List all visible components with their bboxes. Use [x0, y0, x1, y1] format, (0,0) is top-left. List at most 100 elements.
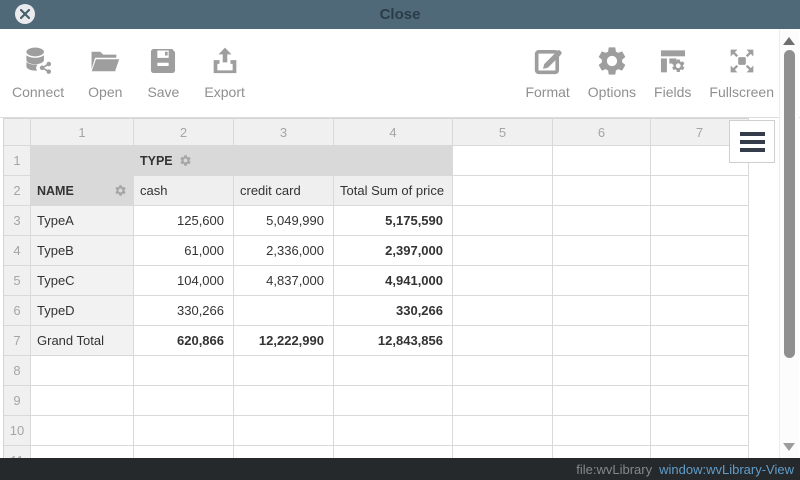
- close-button[interactable]: [15, 4, 35, 24]
- empty-cell: [334, 446, 453, 458]
- empty-cell: [453, 146, 553, 176]
- column-header-3: 3: [234, 119, 334, 146]
- empty-cell: [651, 446, 749, 458]
- data-cell-total[interactable]: 330,266: [334, 296, 453, 326]
- grand-total-label-cell[interactable]: Grand Total: [31, 326, 134, 356]
- row-label-cell[interactable]: TypeC: [31, 266, 134, 296]
- export-tray-icon: [213, 47, 236, 74]
- row-label-cell[interactable]: TypeB: [31, 236, 134, 266]
- field-settings-icon[interactable]: [179, 154, 192, 167]
- empty-cell: [31, 416, 134, 446]
- field-settings-icon[interactable]: [114, 184, 127, 197]
- fullscreen-label: Fullscreen: [709, 84, 774, 100]
- empty-cell: [134, 386, 234, 416]
- data-cell[interactable]: 61,000: [134, 236, 234, 266]
- fields-button[interactable]: Fields: [654, 44, 691, 100]
- edit-square-icon: [534, 49, 562, 75]
- measure-header-cash[interactable]: cash: [134, 176, 234, 206]
- empty-cell: [31, 386, 134, 416]
- empty-cell: [234, 386, 334, 416]
- data-cell[interactable]: 2,336,000: [234, 236, 334, 266]
- options-button[interactable]: Options: [588, 44, 636, 100]
- row-field-label: NAME: [37, 183, 74, 198]
- empty-cell: [453, 386, 553, 416]
- pivot-column-field-cell[interactable]: TYPE: [31, 146, 453, 176]
- empty-cell: [651, 386, 749, 416]
- row-number-6: 6: [4, 296, 31, 326]
- column-header-6: 6: [553, 119, 651, 146]
- scrollbar-thumb[interactable]: [784, 50, 795, 358]
- data-cell[interactable]: 4,837,000: [234, 266, 334, 296]
- scroll-up-arrow-icon[interactable]: [783, 37, 795, 45]
- toolbar-left-group: Connect Open Save: [12, 44, 245, 100]
- data-cell-total[interactable]: 5,175,590: [334, 206, 453, 236]
- data-cell[interactable]: 12,222,990: [234, 326, 334, 356]
- data-cell-total[interactable]: 2,397,000: [334, 236, 453, 266]
- row-label-cell[interactable]: TypeA: [31, 206, 134, 236]
- data-cell[interactable]: 5,049,990: [234, 206, 334, 236]
- window-title: Close: [379, 6, 421, 23]
- empty-cell: [553, 326, 651, 356]
- data-cell[interactable]: 330,266: [134, 296, 234, 326]
- empty-cell: [134, 356, 234, 386]
- column-header-5: 5: [453, 119, 553, 146]
- data-cell[interactable]: 125,600: [134, 206, 234, 236]
- data-cell-total[interactable]: 12,843,856: [334, 326, 453, 356]
- data-cell[interactable]: 104,000: [134, 266, 234, 296]
- pivot-row-field-cell[interactable]: NAME: [31, 176, 134, 206]
- empty-cell: [334, 416, 453, 446]
- export-label: Export: [204, 84, 245, 100]
- empty-cell: [453, 266, 553, 296]
- options-label: Options: [587, 84, 637, 100]
- fields-label: Fields: [654, 84, 692, 100]
- titlebar: Close: [0, 0, 800, 29]
- data-cell[interactable]: 620,866: [134, 326, 234, 356]
- layout-gear-icon: [660, 50, 685, 73]
- status-file-label: file:wvLibrary: [576, 461, 653, 477]
- open-button[interactable]: Open: [88, 44, 122, 100]
- row-number-3: 3: [4, 206, 31, 236]
- column-field-label: TYPE: [140, 153, 173, 168]
- export-button[interactable]: Export: [204, 44, 245, 100]
- grid-menu-button[interactable]: [729, 120, 775, 163]
- empty-cell: [651, 206, 749, 236]
- empty-cell: [651, 176, 749, 206]
- row-label-cell[interactable]: TypeD: [31, 296, 134, 326]
- status-window-link[interactable]: window:wvLibrary-View: [659, 461, 794, 477]
- measure-header-credit-card[interactable]: credit card: [234, 176, 334, 206]
- measure-header-total[interactable]: Total Sum of price: [334, 176, 453, 206]
- fullscreen-button[interactable]: Fullscreen: [709, 44, 774, 100]
- format-button[interactable]: Format: [525, 44, 570, 100]
- empty-cell: [553, 146, 651, 176]
- empty-cell: [234, 416, 334, 446]
- row-number-4: 4: [4, 236, 31, 266]
- statusbar: file:wvLibrary window:wvLibrary-View: [0, 458, 800, 480]
- empty-cell: [453, 206, 553, 236]
- column-header-1: 1: [31, 119, 134, 146]
- gear-icon: [598, 47, 626, 75]
- empty-cell: [651, 416, 749, 446]
- save-button[interactable]: Save: [146, 44, 180, 100]
- empty-cell: [234, 446, 334, 458]
- row-number-10: 10: [4, 416, 31, 446]
- row-number-8: 8: [4, 356, 31, 386]
- empty-cell: [553, 266, 651, 296]
- empty-cell: [651, 236, 749, 266]
- data-cell[interactable]: [234, 296, 334, 326]
- empty-cell: [651, 266, 749, 296]
- empty-cell: [651, 326, 749, 356]
- empty-cell: [553, 356, 651, 386]
- empty-cell: [553, 206, 651, 236]
- connect-button[interactable]: Connect: [12, 44, 64, 100]
- row-number-7: 7: [4, 326, 31, 356]
- empty-cell: [453, 446, 553, 458]
- data-cell-total[interactable]: 4,941,000: [334, 266, 453, 296]
- database-share-icon: [26, 47, 52, 74]
- row-number-1: 1: [4, 146, 31, 176]
- vertical-scrollbar[interactable]: [779, 29, 799, 458]
- empty-cell: [453, 236, 553, 266]
- scroll-down-arrow-icon[interactable]: [783, 443, 795, 451]
- open-label: Open: [88, 84, 123, 100]
- empty-cell: [453, 356, 553, 386]
